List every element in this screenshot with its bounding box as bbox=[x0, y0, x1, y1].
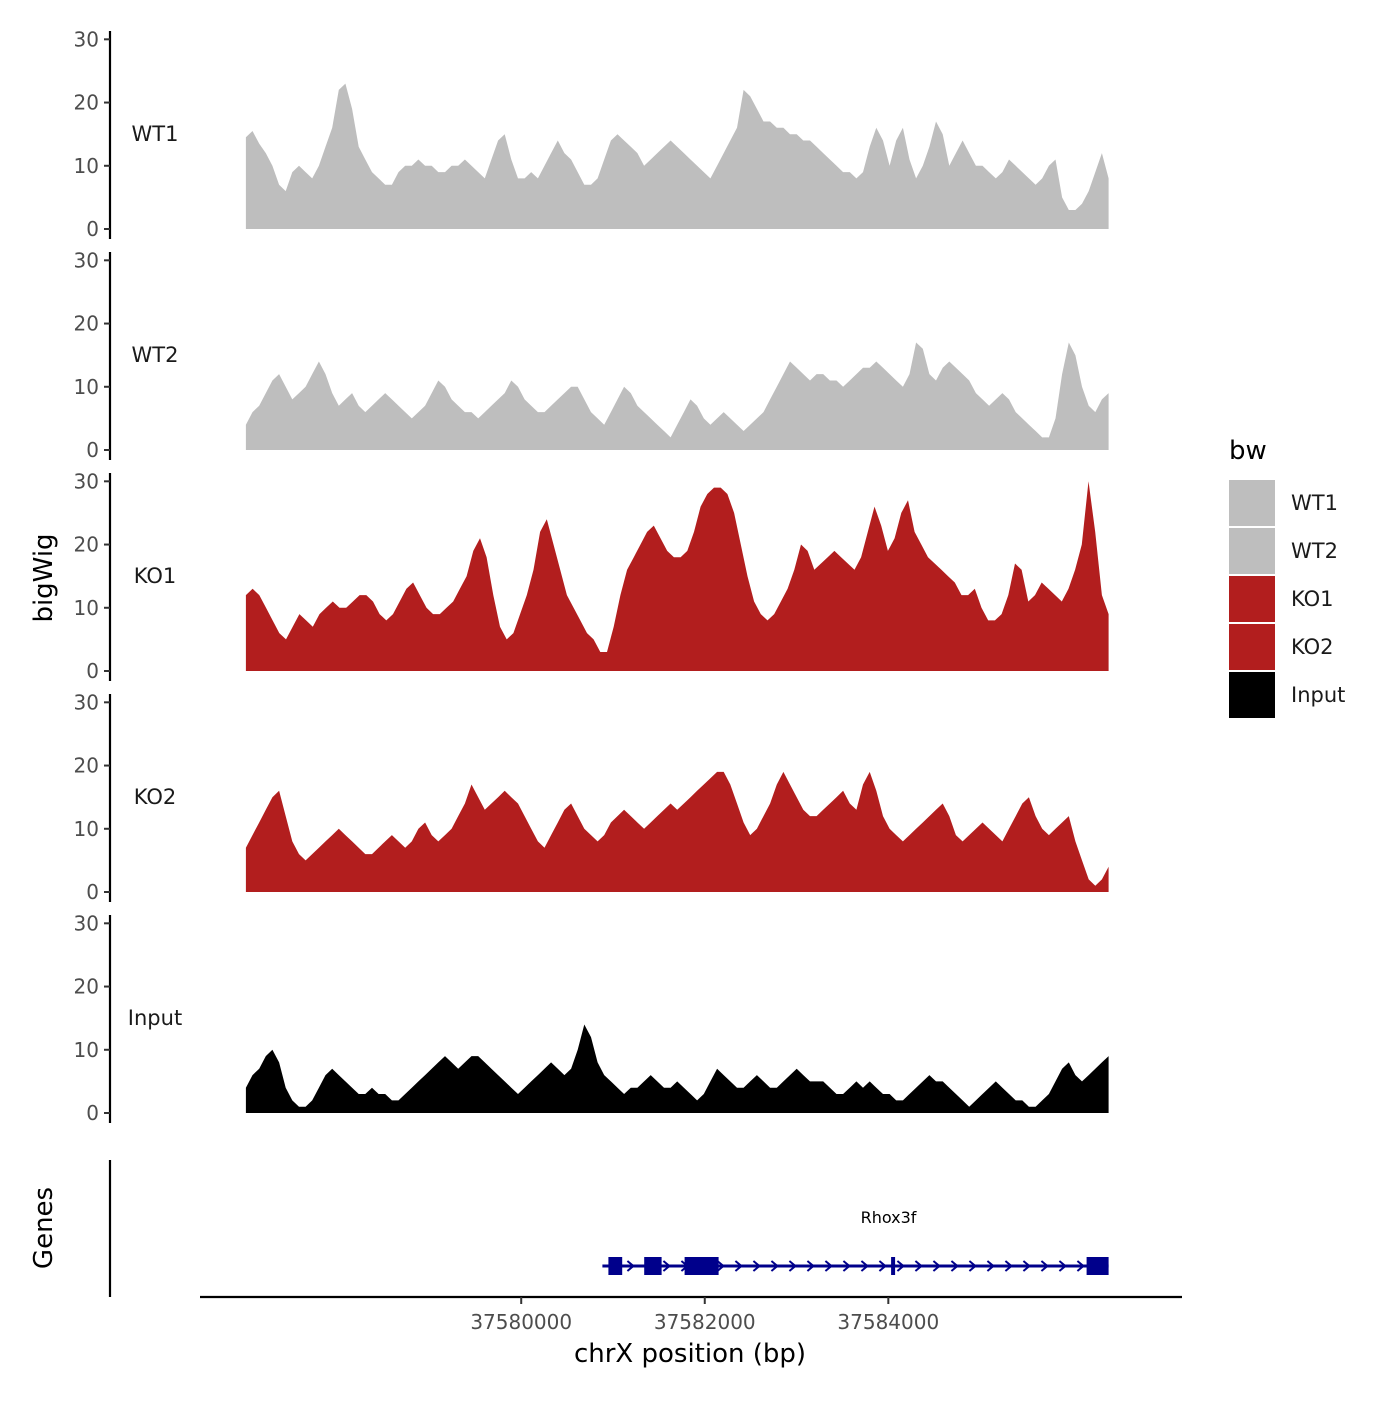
legend-swatch-wt1 bbox=[1229, 480, 1275, 526]
legend-swatch-input bbox=[1229, 672, 1275, 718]
strand-arrow bbox=[986, 1260, 995, 1272]
area-ko1 bbox=[245, 481, 1109, 671]
y-tick-label: 0 bbox=[86, 1101, 99, 1125]
x-axis-title: chrX position (bp) bbox=[574, 1339, 806, 1369]
strand-arrow bbox=[1022, 1260, 1031, 1272]
strand-arrow bbox=[788, 1260, 797, 1272]
y-tick-label: 10 bbox=[74, 1038, 99, 1062]
area-wt2 bbox=[245, 342, 1109, 450]
track-input: 0 10 20 30 Input bbox=[74, 911, 1109, 1125]
gene-exon bbox=[891, 1257, 896, 1275]
y-tick-label: 30 bbox=[74, 27, 99, 51]
legend-swatch-ko1 bbox=[1229, 576, 1275, 622]
y-tick-label: 0 bbox=[86, 659, 99, 683]
track-ko2: 0 10 20 30 KO2 bbox=[74, 690, 1109, 904]
strand-arrow bbox=[770, 1260, 779, 1272]
strand-arrow bbox=[1058, 1260, 1067, 1272]
track-label-ko1: KO1 bbox=[134, 564, 177, 588]
legend-title: bw bbox=[1229, 436, 1267, 466]
strand-arrow bbox=[752, 1260, 761, 1272]
x-tick-label: 37582000 bbox=[654, 1310, 756, 1334]
strand-arrow bbox=[1076, 1260, 1085, 1272]
legend-label-ko1: KO1 bbox=[1291, 587, 1334, 611]
y-tick-label: 10 bbox=[74, 375, 99, 399]
y-tick-label: 20 bbox=[74, 312, 99, 336]
strand-arrow bbox=[860, 1260, 869, 1272]
y-tick-label: 10 bbox=[74, 154, 99, 178]
strand-arrow bbox=[896, 1260, 905, 1272]
signal-tracks: 0 10 20 30 WT1 0 10 20 30 WT2 0 10 20 30 KO1 0 10 20 30 KO2… bbox=[74, 27, 1109, 1125]
y-axis-title: bigWig bbox=[29, 533, 59, 622]
strand-arrow bbox=[842, 1260, 851, 1272]
gene-exon bbox=[1086, 1257, 1109, 1275]
y-tick-label: 0 bbox=[86, 217, 99, 241]
strand-arrow bbox=[914, 1260, 923, 1272]
y-tick-label: 30 bbox=[74, 690, 99, 714]
track-wt2: 0 10 20 30 WT2 bbox=[74, 248, 1109, 462]
strand-arrow bbox=[662, 1260, 671, 1272]
area-input bbox=[245, 1024, 1109, 1113]
track-label-wt1: WT1 bbox=[132, 122, 179, 146]
legend-swatch-ko2 bbox=[1229, 624, 1275, 670]
y-tick-label: 10 bbox=[74, 596, 99, 620]
strand-arrow bbox=[824, 1260, 833, 1272]
y-tick-label: 10 bbox=[74, 817, 99, 841]
y-tick-label: 0 bbox=[86, 438, 99, 462]
legend: bw WT1 WT2 KO1 KO2 Input bbox=[1229, 436, 1345, 718]
gene-exon bbox=[644, 1257, 662, 1275]
strand-arrow bbox=[806, 1260, 815, 1272]
strand-arrow bbox=[626, 1260, 635, 1272]
y-tick-label: 30 bbox=[74, 469, 99, 493]
strand-arrow bbox=[1004, 1260, 1013, 1272]
area-wt1 bbox=[245, 83, 1109, 229]
legend-swatch-wt2 bbox=[1229, 528, 1275, 574]
track-wt1: 0 10 20 30 WT1 bbox=[74, 27, 1109, 241]
gene-track-title: Genes bbox=[29, 1187, 59, 1269]
strand-arrow bbox=[932, 1260, 941, 1272]
legend-label-wt1: WT1 bbox=[1291, 491, 1338, 515]
legend-label-ko2: KO2 bbox=[1291, 635, 1334, 659]
x-axis: 37580000 37582000 37584000 bbox=[200, 1295, 1182, 1334]
track-ko1: 0 10 20 30 KO1 bbox=[74, 469, 1109, 683]
y-tick-label: 20 bbox=[74, 91, 99, 115]
x-tick-label: 37584000 bbox=[837, 1310, 939, 1334]
legend-label-input: Input bbox=[1291, 683, 1345, 707]
y-tick-label: 20 bbox=[74, 975, 99, 999]
strand-arrow bbox=[734, 1260, 743, 1272]
strand-arrow bbox=[716, 1260, 725, 1272]
y-tick-label: 20 bbox=[74, 754, 99, 778]
track-label-input: Input bbox=[128, 1006, 182, 1030]
strand-arrow bbox=[1040, 1260, 1049, 1272]
gene-track: Rhox3f bbox=[108, 1160, 1109, 1297]
area-ko2 bbox=[245, 771, 1109, 892]
strand-arrow bbox=[968, 1260, 977, 1272]
track-label-wt2: WT2 bbox=[132, 343, 179, 367]
strand-arrow bbox=[950, 1260, 959, 1272]
y-tick-label: 30 bbox=[74, 248, 99, 272]
gene-exon bbox=[684, 1257, 719, 1275]
gene-exon bbox=[608, 1257, 623, 1275]
strand-arrow bbox=[878, 1260, 887, 1272]
gene-name-label: Rhox3f bbox=[861, 1208, 917, 1227]
y-tick-label: 0 bbox=[86, 880, 99, 904]
y-tick-label: 20 bbox=[74, 533, 99, 557]
legend-label-wt2: WT2 bbox=[1291, 539, 1338, 563]
x-tick-label: 37580000 bbox=[470, 1310, 572, 1334]
track-label-ko2: KO2 bbox=[134, 785, 177, 809]
y-tick-label: 30 bbox=[74, 911, 99, 935]
